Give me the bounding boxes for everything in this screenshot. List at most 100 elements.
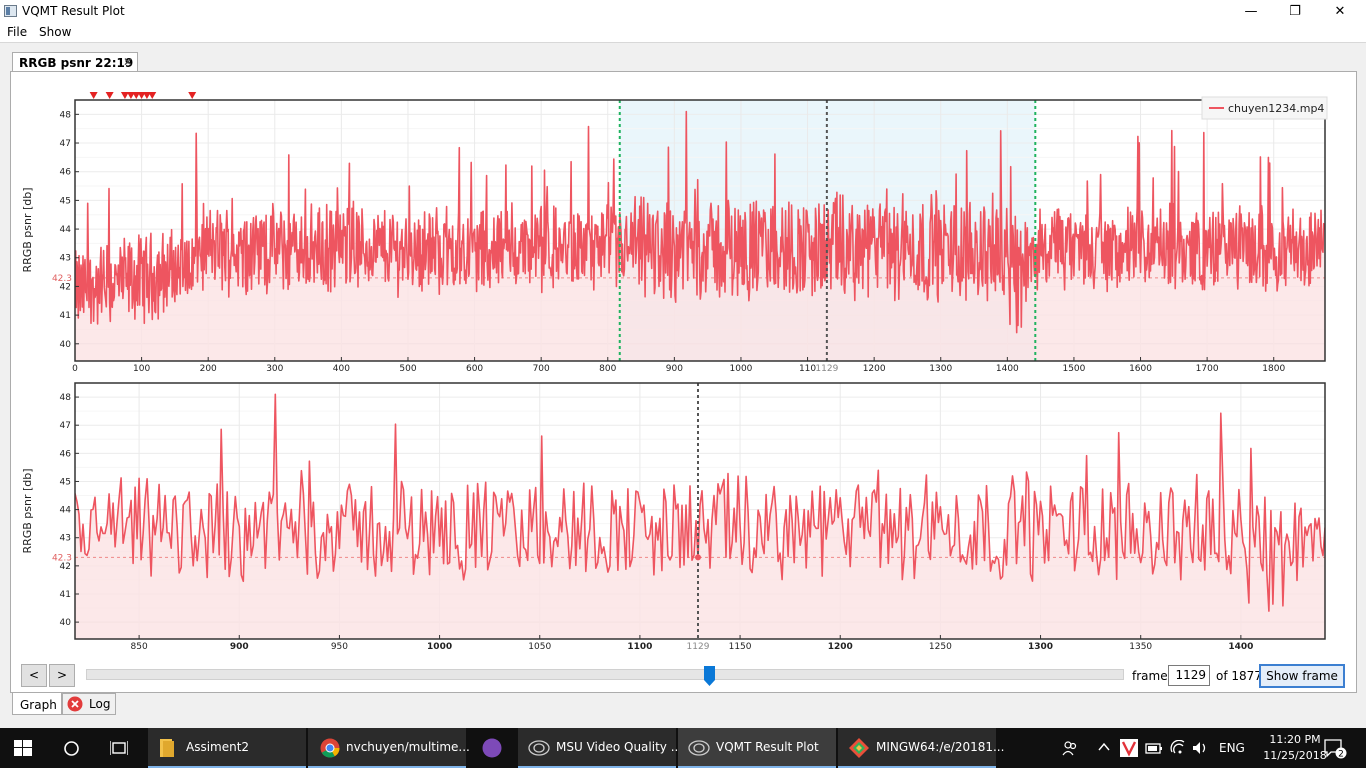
x-tick-label: 1300 xyxy=(1028,642,1053,652)
x-tick-label: 900 xyxy=(666,364,683,374)
mean-label: 42.3 xyxy=(52,274,72,284)
taskbar: Assiment2 nvchuyen/multime... MSU Video … xyxy=(0,728,1366,768)
tab-log[interactable]: Log xyxy=(62,693,116,715)
taskbar-underline xyxy=(148,766,306,768)
x-tick-label: 1400 xyxy=(996,364,1019,374)
tab-close-icon[interactable]: ✕ xyxy=(122,55,133,69)
x-tick-label: 1200 xyxy=(863,364,886,374)
x-tick-label: 400 xyxy=(333,364,350,374)
event-marker-icon xyxy=(126,92,135,99)
app-icon xyxy=(4,5,17,17)
taskbar-underline xyxy=(518,766,676,768)
y-tick-label: 40 xyxy=(60,340,72,350)
close-button[interactable]: ✕ xyxy=(1334,4,1346,19)
series-line-chuyen1234 xyxy=(75,393,1325,612)
series-line-chuyen1234 xyxy=(75,110,1325,334)
frame-slider[interactable] xyxy=(86,669,1124,680)
menu-bar: File Show xyxy=(0,24,1366,42)
taskbar-item-explorer[interactable]: Assiment2 xyxy=(148,728,306,768)
frame-label: frame xyxy=(1132,669,1168,683)
x-tick-label: 600 xyxy=(466,364,483,374)
next-frame-button[interactable]: > xyxy=(49,664,75,687)
x-tick-label: 1200 xyxy=(828,642,853,652)
y-tick-label: 45 xyxy=(60,196,71,206)
taskbar-item-msu-vqmt[interactable]: MSU Video Quality ... xyxy=(518,728,682,768)
task-view-icon[interactable] xyxy=(110,740,128,756)
taskbar-item-app[interactable] xyxy=(468,728,516,768)
y-axis-label: RRGB psnr [db] xyxy=(21,468,34,553)
menu-show[interactable]: Show xyxy=(39,25,72,39)
event-marker-icon xyxy=(148,92,157,99)
cursor-point xyxy=(694,554,701,561)
language-indicator[interactable]: ENG xyxy=(1219,741,1245,755)
x-tick-label: 110 xyxy=(799,364,816,374)
chrome-icon xyxy=(320,738,340,758)
taskbar-item-chrome[interactable]: nvchuyen/multime... xyxy=(308,728,470,768)
document-tab-strip: RRGB psnr 22:19 ✕ xyxy=(0,42,1366,73)
bottom-plot[interactable]: 48 47 46 45 44 43 42 41 40 850 900 950 1000 1050 1100… xyxy=(21,382,1326,652)
people-icon[interactable] xyxy=(1062,740,1078,756)
wifi-icon[interactable] xyxy=(1170,740,1186,756)
git-icon xyxy=(849,738,869,758)
folder-icon xyxy=(160,739,174,757)
battery-icon[interactable] xyxy=(1145,741,1163,755)
y-tick-label: 45 xyxy=(60,477,71,487)
top-plot[interactable]: 48 47 46 45 44 43 42 41 40 0 100 200 300 400 500 600 70… xyxy=(21,92,1328,374)
x-tick-label: 0 xyxy=(72,364,78,374)
taskbar-underline xyxy=(308,766,466,768)
window-title: VQMT Result Plot xyxy=(22,4,125,18)
search-icon[interactable] xyxy=(63,740,80,757)
maximize-button[interactable]: ❐ xyxy=(1289,4,1301,19)
x-tick-label: 1350 xyxy=(1129,642,1152,652)
y-tick-label: 44 xyxy=(60,225,72,235)
menu-file[interactable]: File xyxy=(7,25,28,39)
x-tick-label: 1300 xyxy=(929,364,952,374)
taskbar-item-vqmt-result-plot[interactable]: VQMT Result Plot xyxy=(678,728,836,768)
y-tick-label: 47 xyxy=(60,421,71,431)
plots-canvas[interactable]: 48 47 46 45 44 43 42 41 40 0 100 200 300 400 500 600 70… xyxy=(19,90,1349,652)
taskbar-label: VQMT Result Plot xyxy=(716,740,819,754)
taskbar-label: Assiment2 xyxy=(186,740,250,754)
clock-date[interactable]: 11/25/2018 xyxy=(1263,749,1327,762)
x-tick-label: 800 xyxy=(599,364,616,374)
tab-graph[interactable]: Graph xyxy=(12,693,62,715)
y-tick-label: 47 xyxy=(60,139,71,149)
frame-count-label: of 1877 xyxy=(1216,669,1262,683)
show-frame-button[interactable]: Show frame xyxy=(1259,664,1345,688)
taskbar-label: MINGW64:/e/20181... xyxy=(876,740,1005,754)
y-tick-label: 44 xyxy=(60,506,72,516)
clock-time[interactable]: 11:20 PM xyxy=(1269,733,1321,746)
y-tick-label: 42 xyxy=(60,562,71,572)
taskbar-underline xyxy=(838,766,996,768)
x-tick-label: 1800 xyxy=(1262,364,1285,374)
notification-icon[interactable]: 2 xyxy=(1324,739,1348,759)
y-tick-label: 41 xyxy=(60,590,71,600)
x-tick-label: 1050 xyxy=(528,642,551,652)
taskbar-item-mingw[interactable]: MINGW64:/e/20181... xyxy=(838,728,1004,768)
volume-icon[interactable] xyxy=(1192,740,1208,756)
x-tick-label: 950 xyxy=(331,642,348,652)
event-marker-icon xyxy=(137,92,146,99)
x-tick-label: 200 xyxy=(200,364,217,374)
slider-thumb[interactable] xyxy=(704,666,715,686)
prev-frame-button[interactable]: < xyxy=(21,664,47,687)
tab-rrgb-psnr[interactable]: RRGB psnr 22:19 ✕ xyxy=(12,52,138,73)
vivaldi-tray-icon[interactable] xyxy=(1120,739,1138,757)
x-tick-label: 700 xyxy=(533,364,550,374)
x-tick-label: 1100 xyxy=(627,642,652,652)
frame-input[interactable]: 1129 xyxy=(1168,665,1210,686)
x-tick-label: 1000 xyxy=(730,364,753,374)
y-tick-label: 46 xyxy=(60,449,72,459)
x-tick-label: 900 xyxy=(230,642,249,652)
chevron-up-icon[interactable] xyxy=(1098,742,1110,752)
notification-count: 2 xyxy=(1338,750,1344,760)
minimize-button[interactable]: — xyxy=(1244,4,1258,19)
x-tick-label: 1150 xyxy=(729,642,752,652)
y-tick-label: 41 xyxy=(60,311,71,321)
event-marker-icon xyxy=(89,92,98,99)
legend-box xyxy=(1201,96,1328,120)
windows-start-icon[interactable] xyxy=(14,740,32,756)
y-tick-label: 42 xyxy=(60,282,71,292)
tab-log-label: Log xyxy=(89,697,111,711)
vqmt-icon xyxy=(688,740,710,756)
